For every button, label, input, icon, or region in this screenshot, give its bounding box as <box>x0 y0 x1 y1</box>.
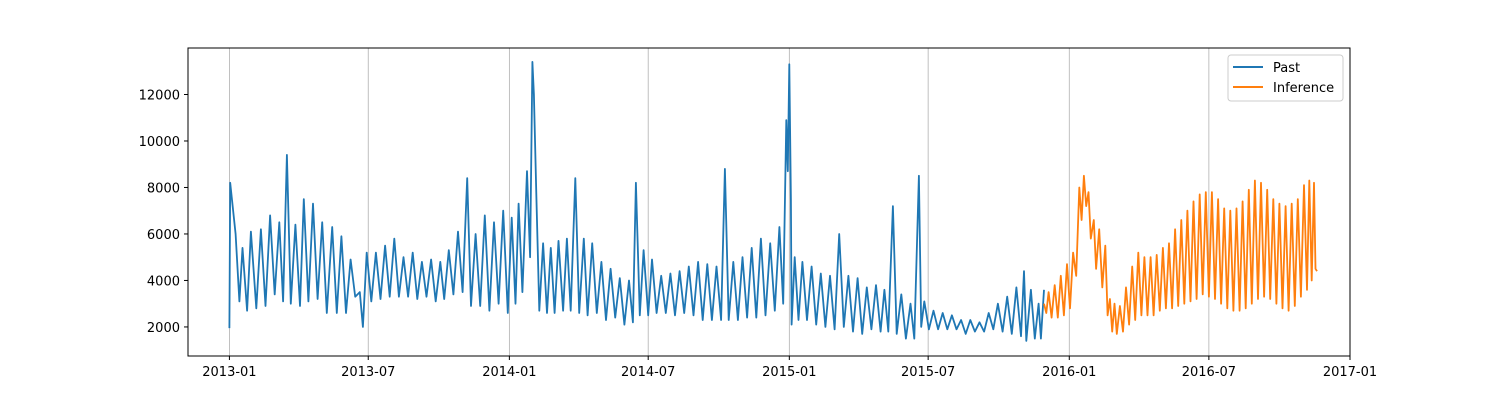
x-tick-label: 2016-01 <box>1042 365 1096 380</box>
y-tick-label: 12000 <box>139 88 180 103</box>
series-lines <box>228 61 1318 342</box>
x-tick-label: 2015-07 <box>901 365 955 380</box>
legend-label-past: Past <box>1273 61 1300 76</box>
y-tick-label: 6000 <box>147 228 180 243</box>
series-line-inference <box>1043 174 1318 335</box>
legend-label-inference: Inference <box>1273 81 1334 96</box>
x-tick-label: 2014-07 <box>621 365 675 380</box>
plot-frame <box>187 47 1351 357</box>
x-tick-label: 2013-01 <box>202 365 256 380</box>
x-tick-label: 2014-01 <box>482 365 536 380</box>
x-tick-label: 2015-01 <box>762 365 816 380</box>
legend: Past Inference <box>1227 54 1344 102</box>
x-tick-label: 2016-07 <box>1182 365 1236 380</box>
x-tick-label: 2013-07 <box>341 365 395 380</box>
x-axis: 2013-01 2013-07 2014-01 2014-07 2015-01 2015-… <box>202 356 1377 380</box>
y-tick-label: 4000 <box>147 274 180 289</box>
y-axis: 2000 4000 6000 8000 10000 12000 <box>139 88 188 336</box>
x-tick-label: 2017-01 <box>1323 365 1377 380</box>
series-line-past <box>228 61 1045 342</box>
y-tick-label: 2000 <box>147 321 180 336</box>
y-tick-label: 10000 <box>139 135 180 150</box>
y-tick-label: 8000 <box>147 181 180 196</box>
